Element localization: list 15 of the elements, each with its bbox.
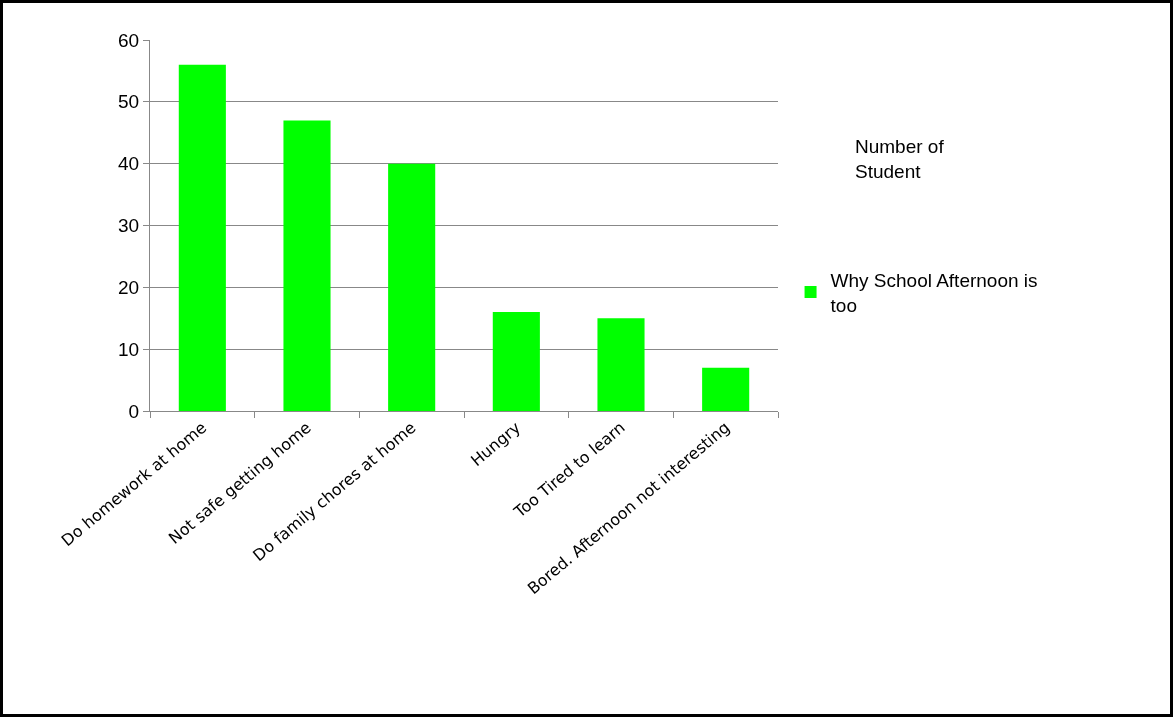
legend-label: Why School Afternoon is too [830, 270, 1038, 316]
y-tick-label: 60 [118, 29, 140, 51]
legend-title: Number of Student [855, 136, 945, 182]
bar [492, 312, 540, 411]
y-tick-label: 20 [118, 276, 140, 298]
bar [388, 163, 436, 411]
bar [178, 64, 226, 411]
y-tick-label: 30 [118, 215, 140, 237]
y-tick-label: 10 [118, 338, 140, 360]
y-tick-label: 0 [128, 400, 140, 422]
bar [702, 367, 750, 411]
bar [597, 318, 645, 411]
bar [283, 120, 331, 411]
y-tick-label: 50 [118, 91, 140, 113]
y-tick-label: 40 [118, 153, 140, 175]
